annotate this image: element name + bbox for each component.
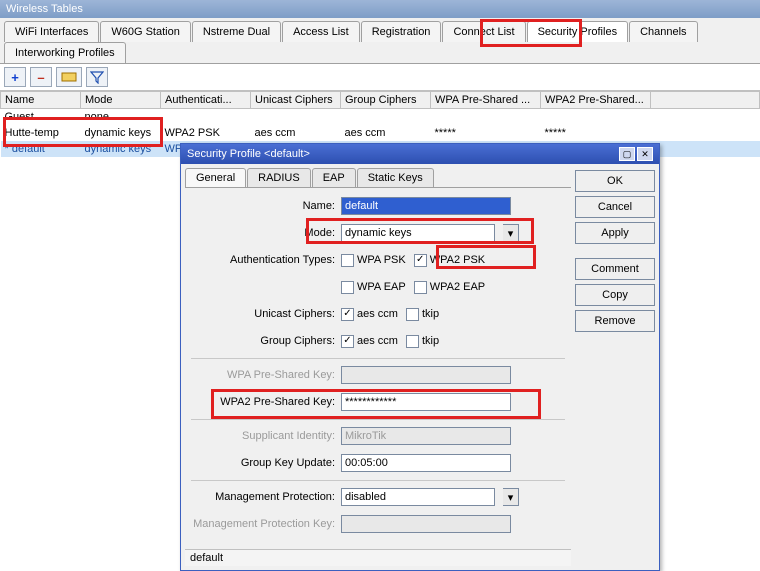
main-tab-wifi-interfaces[interactable]: WiFi Interfaces: [4, 21, 99, 42]
mpk-label: Management Protection Key:: [191, 518, 341, 530]
grp-aes-checkbox[interactable]: [341, 335, 354, 348]
main-tab-channels[interactable]: Channels: [629, 21, 697, 42]
main-tabs: WiFi InterfacesW60G StationNstreme DualA…: [0, 18, 760, 64]
toolbar: + –: [0, 64, 760, 91]
wpa-eap-label: WPA EAP: [357, 281, 406, 293]
auth-types-label: Authentication Types:: [191, 254, 341, 266]
filter-button[interactable]: [86, 67, 108, 87]
col-header[interactable]: Mode: [81, 92, 161, 109]
remove-button[interactable]: Remove: [575, 310, 655, 332]
col-header[interactable]: Unicast Ciphers: [251, 92, 341, 109]
main-tab-access-list[interactable]: Access List: [282, 21, 360, 42]
main-tab-security-profiles[interactable]: Security Profiles: [527, 21, 628, 42]
chevron-down-icon[interactable]: ▾: [503, 224, 519, 242]
security-profile-dialog: Security Profile <default> ▢ ✕ GeneralRA…: [180, 143, 660, 571]
main-tab-w60g-station[interactable]: W60G Station: [100, 21, 190, 42]
wpa2-psk-label: WPA2 PSK: [430, 254, 485, 266]
col-header[interactable]: Group Ciphers: [341, 92, 431, 109]
dialog-title: Security Profile <default>: [187, 148, 310, 160]
supplicant-input: [341, 427, 511, 445]
main-tab-connect-list[interactable]: Connect List: [442, 21, 525, 42]
dialog-tab-radius[interactable]: RADIUS: [247, 168, 311, 187]
wpa-psk-checkbox[interactable]: [341, 254, 354, 267]
uni-aes-checkbox[interactable]: [341, 308, 354, 321]
wpa2-key-label: WPA2 Pre-Shared Key:: [191, 396, 341, 408]
main-tab-interworking-profiles[interactable]: Interworking Profiles: [4, 42, 126, 63]
col-header[interactable]: Authenticati...: [161, 92, 251, 109]
wpa2-eap-checkbox[interactable]: [414, 281, 427, 294]
col-header[interactable]: Name: [1, 92, 81, 109]
gku-label: Group Key Update:: [191, 457, 341, 469]
group-label: Group Ciphers:: [191, 335, 341, 347]
mp-label: Management Protection:: [191, 491, 341, 503]
col-header[interactable]: WPA2 Pre-Shared...: [541, 92, 651, 109]
wpa-key-label: WPA Pre-Shared Key:: [191, 369, 341, 381]
dialog-status: default: [185, 549, 571, 566]
mode-select[interactable]: [341, 224, 495, 242]
wpa2-psk-checkbox[interactable]: [414, 254, 427, 267]
dialog-form: Name: Mode: ▾ Authentication Types: WPA …: [185, 188, 571, 549]
window-title: Wireless Tables: [0, 0, 760, 18]
wpa2-key-input[interactable]: [341, 393, 511, 411]
main-tab-nstreme-dual[interactable]: Nstreme Dual: [192, 21, 281, 42]
dialog-buttons: OK Cancel Apply Comment Copy Remove: [575, 168, 655, 566]
supplicant-label: Supplicant Identity:: [191, 430, 341, 442]
mode-label: Mode:: [191, 227, 341, 239]
dialog-titlebar[interactable]: Security Profile <default> ▢ ✕: [181, 144, 659, 164]
dialog-tab-static-keys[interactable]: Static Keys: [357, 168, 434, 187]
minimize-icon[interactable]: ▢: [619, 147, 635, 161]
dialog-tabs: GeneralRADIUSEAPStatic Keys: [185, 168, 571, 188]
gku-input[interactable]: [341, 454, 511, 472]
unicast-label: Unicast Ciphers:: [191, 308, 341, 320]
mpk-input: [341, 515, 511, 533]
main-tab-registration[interactable]: Registration: [361, 21, 442, 42]
comment-button[interactable]: [56, 67, 82, 87]
chevron-down-icon[interactable]: ▾: [503, 488, 519, 506]
wpa-psk-label: WPA PSK: [357, 254, 406, 266]
grp-tkip-checkbox[interactable]: [406, 335, 419, 348]
dialog-tab-eap[interactable]: EAP: [312, 168, 356, 187]
comment-button[interactable]: Comment: [575, 258, 655, 280]
table-row[interactable]: Guestnone: [1, 109, 760, 126]
uni-tkip-checkbox[interactable]: [406, 308, 419, 321]
dialog-tab-general[interactable]: General: [185, 168, 246, 187]
ok-button[interactable]: OK: [575, 170, 655, 192]
add-button[interactable]: +: [4, 67, 26, 87]
name-label: Name:: [191, 200, 341, 212]
remove-button[interactable]: –: [30, 67, 52, 87]
apply-button[interactable]: Apply: [575, 222, 655, 244]
cancel-button[interactable]: Cancel: [575, 196, 655, 218]
close-icon[interactable]: ✕: [637, 147, 653, 161]
table-row[interactable]: Hutte-tempdynamic keysWPA2 PSKaes ccmaes…: [1, 125, 760, 141]
col-header[interactable]: WPA Pre-Shared ...: [431, 92, 541, 109]
copy-button[interactable]: Copy: [575, 284, 655, 306]
wpa-eap-checkbox[interactable]: [341, 281, 354, 294]
wpa-key-input: [341, 366, 511, 384]
mp-select[interactable]: [341, 488, 495, 506]
name-input[interactable]: [341, 197, 511, 215]
wpa2-eap-label: WPA2 EAP: [430, 281, 485, 293]
